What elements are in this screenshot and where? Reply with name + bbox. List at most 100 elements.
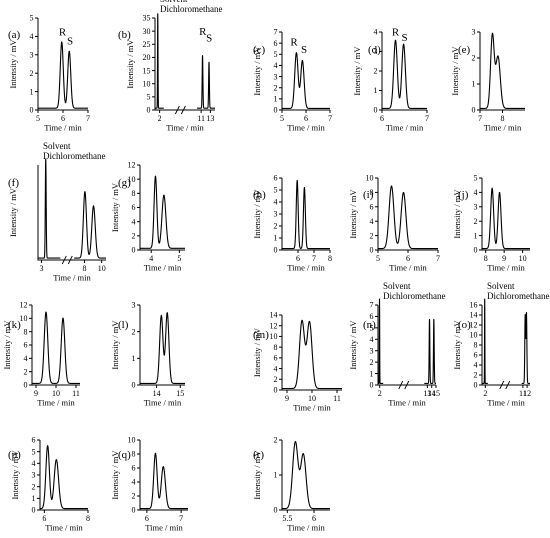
- axis-frame: [37, 165, 106, 261]
- y-tick-label: 2: [370, 358, 374, 367]
- y-axis-title: Intensity / mV: [452, 189, 462, 239]
- y-tick-label: 0: [24, 381, 28, 390]
- panel-label: (b): [118, 29, 131, 41]
- x-tick-label: 7: [436, 254, 440, 263]
- y-tick-label: 5: [147, 93, 151, 102]
- y-tick-label: 4: [30, 32, 34, 41]
- y-tick-label: 8: [24, 327, 28, 336]
- y-tick-label: 2: [274, 436, 278, 445]
- x-tick-label: 5: [36, 114, 40, 123]
- solvent-note: Solvent: [383, 281, 411, 291]
- x-axis-title: Time / min: [287, 263, 325, 273]
- y-tick-label: 2: [132, 492, 136, 501]
- x-tick-label: 6: [304, 114, 308, 123]
- x-tick-label: 7: [425, 114, 429, 123]
- solvent-note: Dichloromethane: [43, 151, 105, 161]
- x-tick-label: 15: [432, 389, 440, 398]
- axis-break-mark: [180, 105, 186, 115]
- y-tick-label: 14: [270, 311, 278, 320]
- axis-frame: [139, 305, 185, 386]
- y-axis-title: Intensity / mV: [125, 39, 135, 89]
- y-tick-label: 8: [132, 189, 136, 198]
- y-axis-title: Intensity / mV: [352, 46, 362, 96]
- y-axis-title: Intensity / mV: [8, 187, 18, 237]
- y-tick-label: 4: [474, 361, 478, 370]
- y-tick-label: 10: [143, 79, 151, 88]
- x-axis-title: Time / min: [388, 398, 426, 408]
- x-tick-label: 5: [376, 254, 380, 263]
- panel-label: (f): [8, 177, 19, 189]
- y-tick-label: 2: [474, 217, 478, 226]
- x-tick-label: 10: [519, 254, 527, 263]
- x-tick-label: 4: [149, 254, 153, 263]
- y-tick-label: 0: [474, 381, 478, 390]
- series-line-1: [377, 298, 384, 384]
- y-tick-label: 0: [274, 386, 278, 395]
- y-tick-label: 7: [370, 301, 374, 310]
- y-tick-label: 0: [30, 106, 34, 115]
- panel-label: (d): [368, 44, 381, 56]
- solvent-note: Dichloromethane: [487, 291, 549, 301]
- y-tick-label: 4: [374, 28, 378, 37]
- y-tick-label: 6: [32, 436, 36, 445]
- x-tick-label: 6: [42, 514, 46, 523]
- y-axis-title: Intensity / mV: [252, 189, 262, 239]
- y-tick-label: 3: [32, 471, 36, 480]
- series-line-2: [521, 312, 531, 384]
- solvent-note: Solvent: [487, 281, 515, 291]
- series-line-1: [481, 298, 489, 384]
- y-tick-label: 10: [128, 436, 136, 445]
- y-tick-label: 4: [474, 188, 478, 197]
- panel-label: (e): [458, 44, 471, 56]
- panel-label: (i): [363, 189, 374, 201]
- axis-break-mark: [61, 255, 67, 265]
- y-tick-label: 2: [274, 222, 278, 231]
- y-tick-label: 0: [472, 106, 476, 115]
- y-tick-label: 0: [474, 246, 478, 255]
- x-axis-title: Time / min: [484, 123, 522, 133]
- x-axis-title: Time / min: [389, 263, 427, 273]
- y-axis-title: Intensity / mV: [252, 46, 262, 96]
- y-tick-label: 1: [374, 86, 378, 95]
- y-tick-label: 1: [472, 80, 476, 89]
- x-tick-label: 7: [328, 114, 332, 123]
- panel-label: (n): [363, 319, 376, 331]
- peak-label: R: [290, 36, 298, 48]
- panel-label: (g): [118, 177, 131, 189]
- y-tick-label: 4: [274, 364, 278, 373]
- y-tick-label: 30: [143, 27, 151, 36]
- y-tick-label: 2: [132, 232, 136, 241]
- y-tick-label: 1: [274, 234, 278, 243]
- peak-label: R: [59, 26, 67, 38]
- x-tick-label: 6: [406, 254, 410, 263]
- series-line-1: [281, 440, 331, 510]
- y-tick-label: 1: [274, 471, 278, 480]
- y-tick-label: 6: [274, 174, 278, 183]
- x-tick-label: 7: [179, 514, 183, 523]
- y-tick-label: 15: [143, 66, 151, 75]
- y-tick-label: 2: [274, 83, 278, 92]
- y-tick-label: 1: [370, 369, 374, 378]
- series-line-1: [154, 13, 165, 109]
- x-tick-label: 6: [145, 514, 149, 523]
- series-line-1: [37, 158, 61, 259]
- series-line-2: [196, 55, 216, 109]
- series-line-2: [423, 318, 437, 384]
- y-tick-label: 3: [30, 51, 34, 60]
- panel-label: (a): [8, 29, 21, 41]
- x-tick-label: 14: [153, 389, 161, 398]
- series-line-1: [31, 311, 81, 384]
- y-tick-label: 6: [370, 312, 374, 321]
- x-tick-label: 6: [296, 254, 300, 263]
- x-axis-title: Time / min: [145, 523, 183, 533]
- x-tick-label: 6: [61, 114, 65, 123]
- x-tick-label: 7: [86, 114, 90, 123]
- x-tick-label: 6: [380, 114, 384, 123]
- panel-label: (k): [8, 319, 21, 331]
- series-line-1: [139, 452, 189, 510]
